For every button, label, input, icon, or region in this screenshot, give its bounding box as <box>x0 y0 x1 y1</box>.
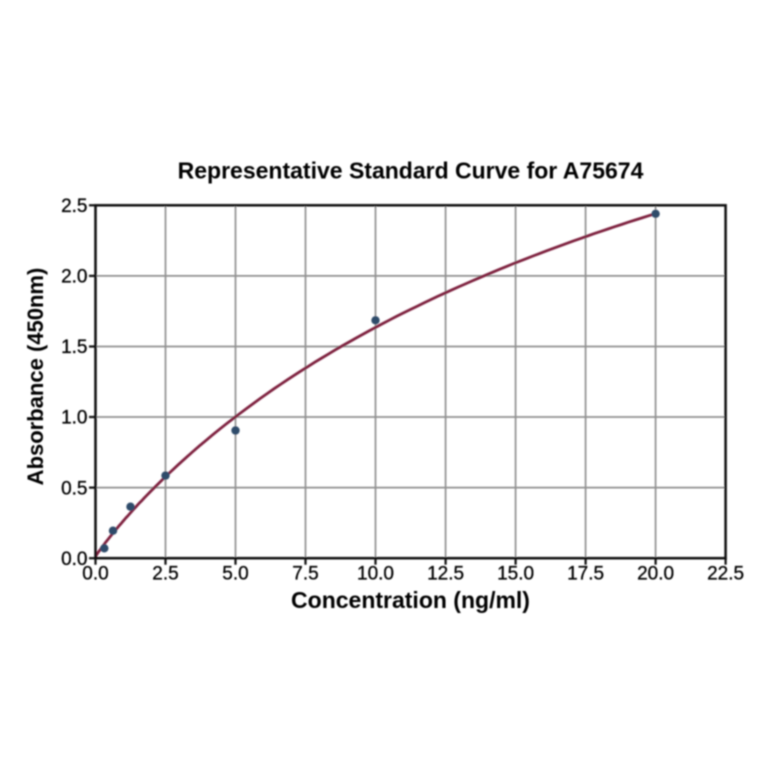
svg-text:12.5: 12.5 <box>427 563 464 584</box>
svg-text:20.0: 20.0 <box>637 563 674 584</box>
svg-text:Concentration (ng/ml): Concentration (ng/ml) <box>291 587 530 613</box>
svg-text:0.5: 0.5 <box>61 478 87 499</box>
svg-text:Representative Standard Curve: Representative Standard Curve for A75674 <box>178 158 644 184</box>
svg-text:2.5: 2.5 <box>152 563 178 584</box>
svg-text:2.5: 2.5 <box>61 196 87 217</box>
svg-text:1.0: 1.0 <box>61 408 87 429</box>
svg-text:0.0: 0.0 <box>61 549 87 570</box>
svg-text:7.5: 7.5 <box>292 563 318 584</box>
svg-text:Absorbance (450nm): Absorbance (450nm) <box>23 268 48 486</box>
svg-text:0.0: 0.0 <box>82 563 108 584</box>
svg-text:17.5: 17.5 <box>567 563 604 584</box>
svg-text:22.5: 22.5 <box>707 563 744 584</box>
svg-text:5.0: 5.0 <box>222 563 248 584</box>
svg-text:1.5: 1.5 <box>61 337 87 358</box>
svg-text:10.0: 10.0 <box>357 563 394 584</box>
svg-text:2.0: 2.0 <box>61 267 87 288</box>
svg-text:15.0: 15.0 <box>497 563 534 584</box>
